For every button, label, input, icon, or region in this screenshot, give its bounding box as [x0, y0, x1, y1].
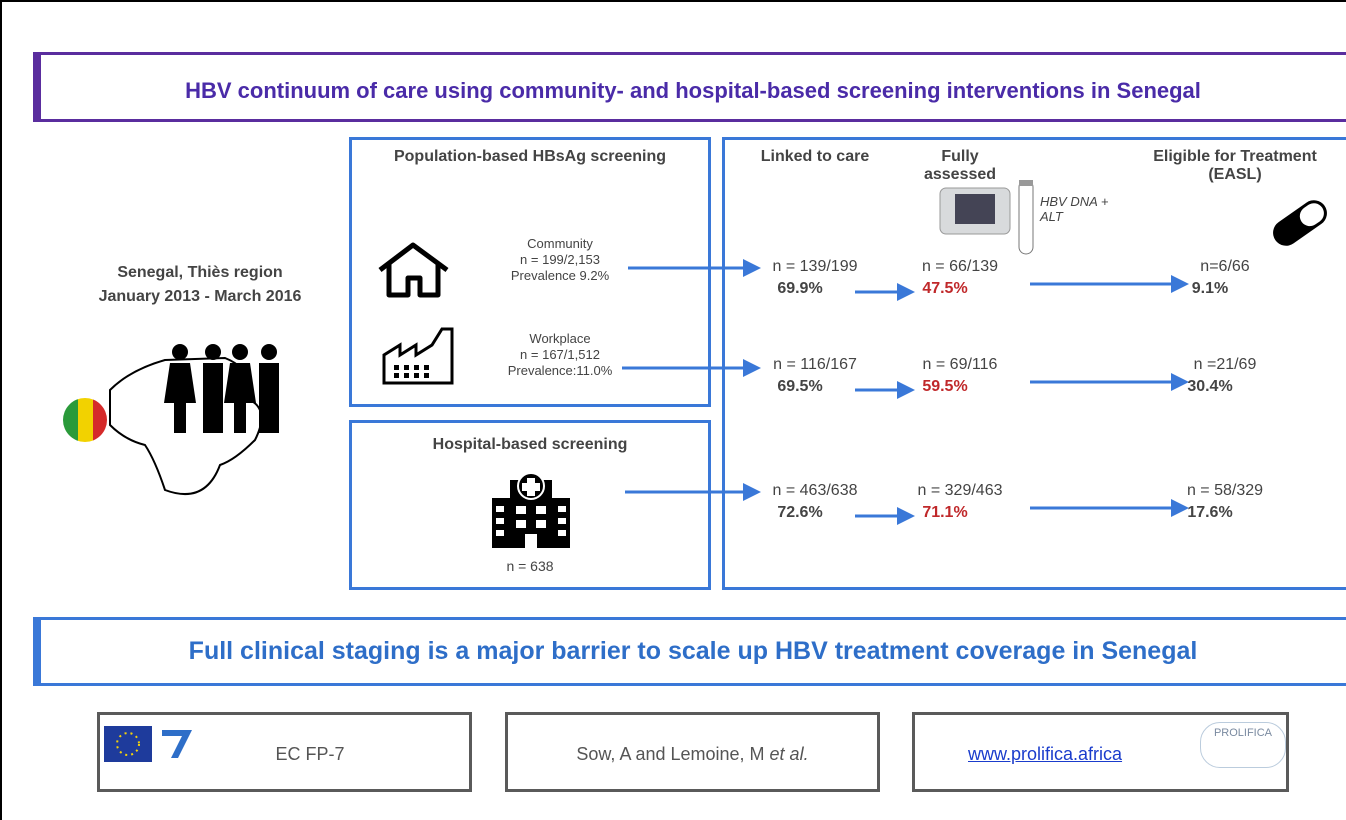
- cell-n: n = 463/638: [760, 482, 870, 500]
- cell-n: n = 139/199: [760, 258, 870, 276]
- cell-n: n =21/69: [1170, 356, 1280, 374]
- prolifica-logo: PROLIFICA: [1200, 722, 1286, 768]
- cell-n: n = 69/116: [905, 356, 1015, 374]
- cell-n: n = 329/463: [905, 482, 1015, 500]
- cell-pct: 59.5%: [890, 378, 1000, 396]
- cell-pct: 72.6%: [745, 504, 855, 522]
- cell-pct: 69.9%: [745, 280, 855, 298]
- arrows: [0, 0, 1346, 820]
- cell-n: n = 116/167: [760, 356, 870, 374]
- website-link[interactable]: www.prolifica.africa: [968, 744, 1122, 765]
- cell-pct: 69.5%: [745, 378, 855, 396]
- cell-n: n = 58/329: [1170, 482, 1280, 500]
- cell-n: n = 66/139: [905, 258, 1015, 276]
- conclusion: Full clinical staging is a major barrier…: [40, 637, 1346, 666]
- cell-pct: 71.1%: [890, 504, 1000, 522]
- page: HBV continuum of care using community- a…: [0, 0, 1346, 820]
- authors: Sow, A and Lemoine, M: [576, 744, 764, 764]
- cell-pct: 9.1%: [1155, 280, 1265, 298]
- cell-pct: 17.6%: [1155, 504, 1265, 522]
- eu-logo: [104, 726, 204, 766]
- cell-pct: 30.4%: [1155, 378, 1265, 396]
- cell-n: n=6/66: [1170, 258, 1280, 276]
- funding: EC FP-7: [230, 744, 390, 765]
- authors-line: Sow, A and Lemoine, M et al.: [505, 744, 880, 765]
- authors-etal: et al.: [770, 744, 809, 764]
- cell-pct: 47.5%: [890, 280, 1000, 298]
